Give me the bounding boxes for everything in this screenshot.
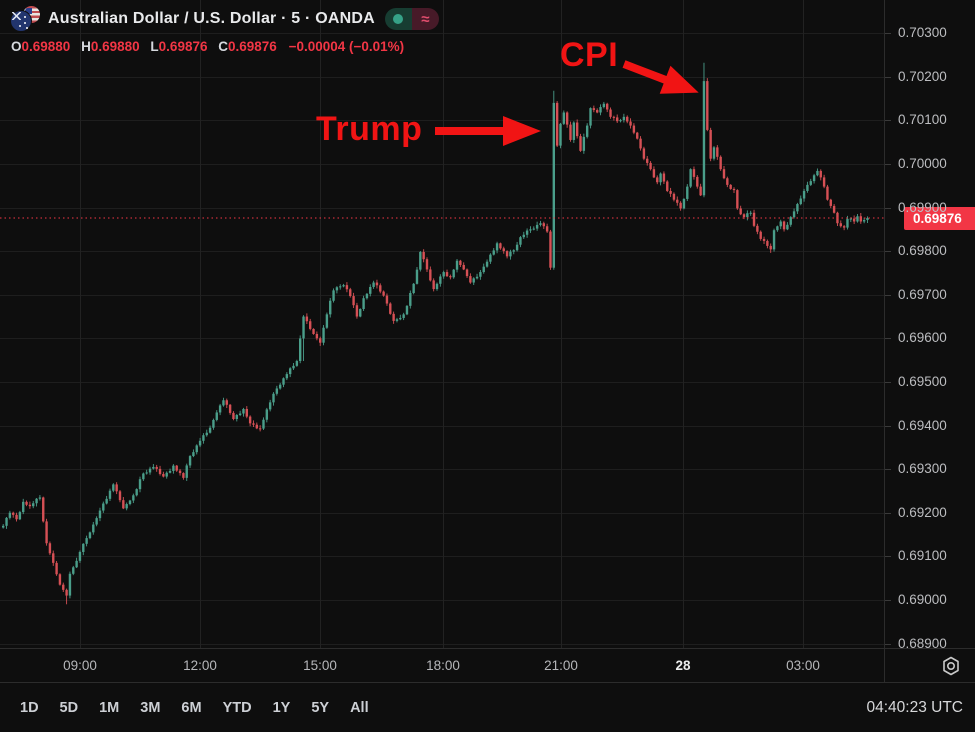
cpi-arrow-icon [622, 60, 699, 94]
price-axis-tick [885, 33, 891, 34]
price-axis-tick [885, 164, 891, 165]
range-button-3m[interactable]: 3M [140, 699, 161, 716]
open-value: 0.69880 [21, 39, 71, 54]
time-axis-label-1800: 18:00 [426, 658, 460, 673]
time-axis-label-0300: 03:00 [786, 658, 820, 673]
price-axis-label: 0.69400 [898, 417, 947, 433]
time-axis[interactable]: 09:00 12:00 15:00 18:00 21:00 28 03:00 [0, 648, 884, 682]
high-value: 0.69880 [90, 39, 140, 54]
price-axis-label: 0.69100 [898, 548, 947, 564]
price-axis[interactable]: 0.69876 0.70300 0.70200 0.70100 0.70000 0.69… [884, 0, 975, 648]
price-axis-label: 0.69800 [898, 243, 947, 259]
currency-pair-flags-icon [10, 6, 40, 32]
time-axis-label-0900: 09:00 [63, 658, 97, 673]
price-axis-label: 0.70200 [898, 68, 947, 84]
range-button-6m[interactable]: 6M [181, 699, 202, 716]
high-label: H [81, 39, 91, 54]
price-axis-label: 0.68900 [898, 635, 947, 648]
range-buttons: 1D 5D 1M 3M 6M YTD 1Y 5Y All [20, 700, 369, 716]
last-price-tag: 0.69876 [904, 206, 975, 230]
range-button-1y[interactable]: 1Y [272, 699, 291, 716]
range-button-5d[interactable]: 5D [59, 699, 79, 716]
range-button-1d[interactable]: 1D [20, 699, 39, 716]
price-axis-label: 0.70100 [898, 112, 947, 128]
range-button-ytd[interactable]: YTD [222, 699, 252, 716]
price-axis-tick [885, 426, 891, 427]
price-axis-label: 0.69500 [898, 373, 947, 389]
price-axis-tick [885, 469, 891, 470]
price-axis-label: 0.69200 [898, 504, 947, 520]
price-axis-tick [885, 251, 891, 252]
low-label: L [150, 39, 159, 54]
price-axis-tick [885, 513, 891, 514]
cpi-annotation-label: CPI [560, 36, 619, 74]
australia-flag-icon [10, 10, 32, 32]
price-axis-label: 0.69000 [898, 591, 947, 607]
change-value: −0.00004 (−0.01%) [288, 39, 405, 54]
trump-annotation-label: Trump [316, 110, 423, 148]
price-axis-tick [885, 208, 891, 209]
price-axis-label: 0.69700 [898, 286, 947, 302]
range-button-5y[interactable]: 5Y [311, 699, 330, 716]
close-label: C [218, 39, 228, 54]
market-status-pill[interactable]: ≈ [384, 8, 439, 30]
price-axis-tick [885, 295, 891, 296]
price-axis-tick [885, 382, 891, 383]
price-axis-label: 0.70300 [898, 25, 947, 41]
symbol-legend: Australian Dollar / U.S. Dollar · 5 · OA… [10, 6, 439, 54]
price-axis-label: 0.70000 [898, 155, 947, 171]
range-button-all[interactable]: All [350, 699, 369, 716]
ohlc-readout: O0.69880 H0.69880 L0.69876 C0.69876 −0.0… [10, 39, 439, 54]
symbol-title-row: Australian Dollar / U.S. Dollar · 5 · OA… [10, 6, 439, 32]
price-axis-tick [885, 556, 891, 557]
low-value: 0.69876 [158, 39, 208, 54]
range-toolbar: 1D 5D 1M 3M 6M YTD 1Y 5Y All 04:40:23 UTC [0, 682, 975, 732]
price-axis-tick [885, 644, 891, 645]
clock-utc[interactable]: 04:40:23 UTC [866, 698, 964, 716]
time-axis-label-2100: 21:00 [544, 658, 578, 673]
close-value: 0.69876 [228, 39, 277, 54]
candlestick-chart[interactable] [0, 0, 884, 648]
symbol-title[interactable]: Australian Dollar / U.S. Dollar · 5 · OA… [48, 10, 375, 27]
time-axis-label-28: 28 [675, 658, 691, 673]
price-axis-tick [885, 120, 891, 121]
market-open-dot-icon [384, 8, 412, 30]
price-axis-label: 0.69300 [898, 461, 947, 477]
time-axis-label-1200: 12:00 [183, 658, 217, 673]
axis-settings-gear-icon[interactable] [940, 655, 962, 677]
price-axis-label: 0.69900 [898, 199, 947, 215]
time-axis-label-1500: 15:00 [303, 658, 337, 673]
price-axis-label: 0.69600 [898, 330, 947, 346]
chart-plot-area[interactable]: Australian Dollar / U.S. Dollar · 5 · OA… [0, 0, 884, 648]
range-button-1m[interactable]: 1M [99, 699, 120, 716]
delayed-data-icon: ≈ [411, 8, 439, 30]
price-axis-tick [885, 77, 891, 78]
trump-arrow-icon [435, 116, 541, 146]
axis-settings-corner [884, 648, 975, 682]
price-axis-tick [885, 338, 891, 339]
open-label: O [11, 39, 22, 54]
price-axis-tick [885, 600, 891, 601]
